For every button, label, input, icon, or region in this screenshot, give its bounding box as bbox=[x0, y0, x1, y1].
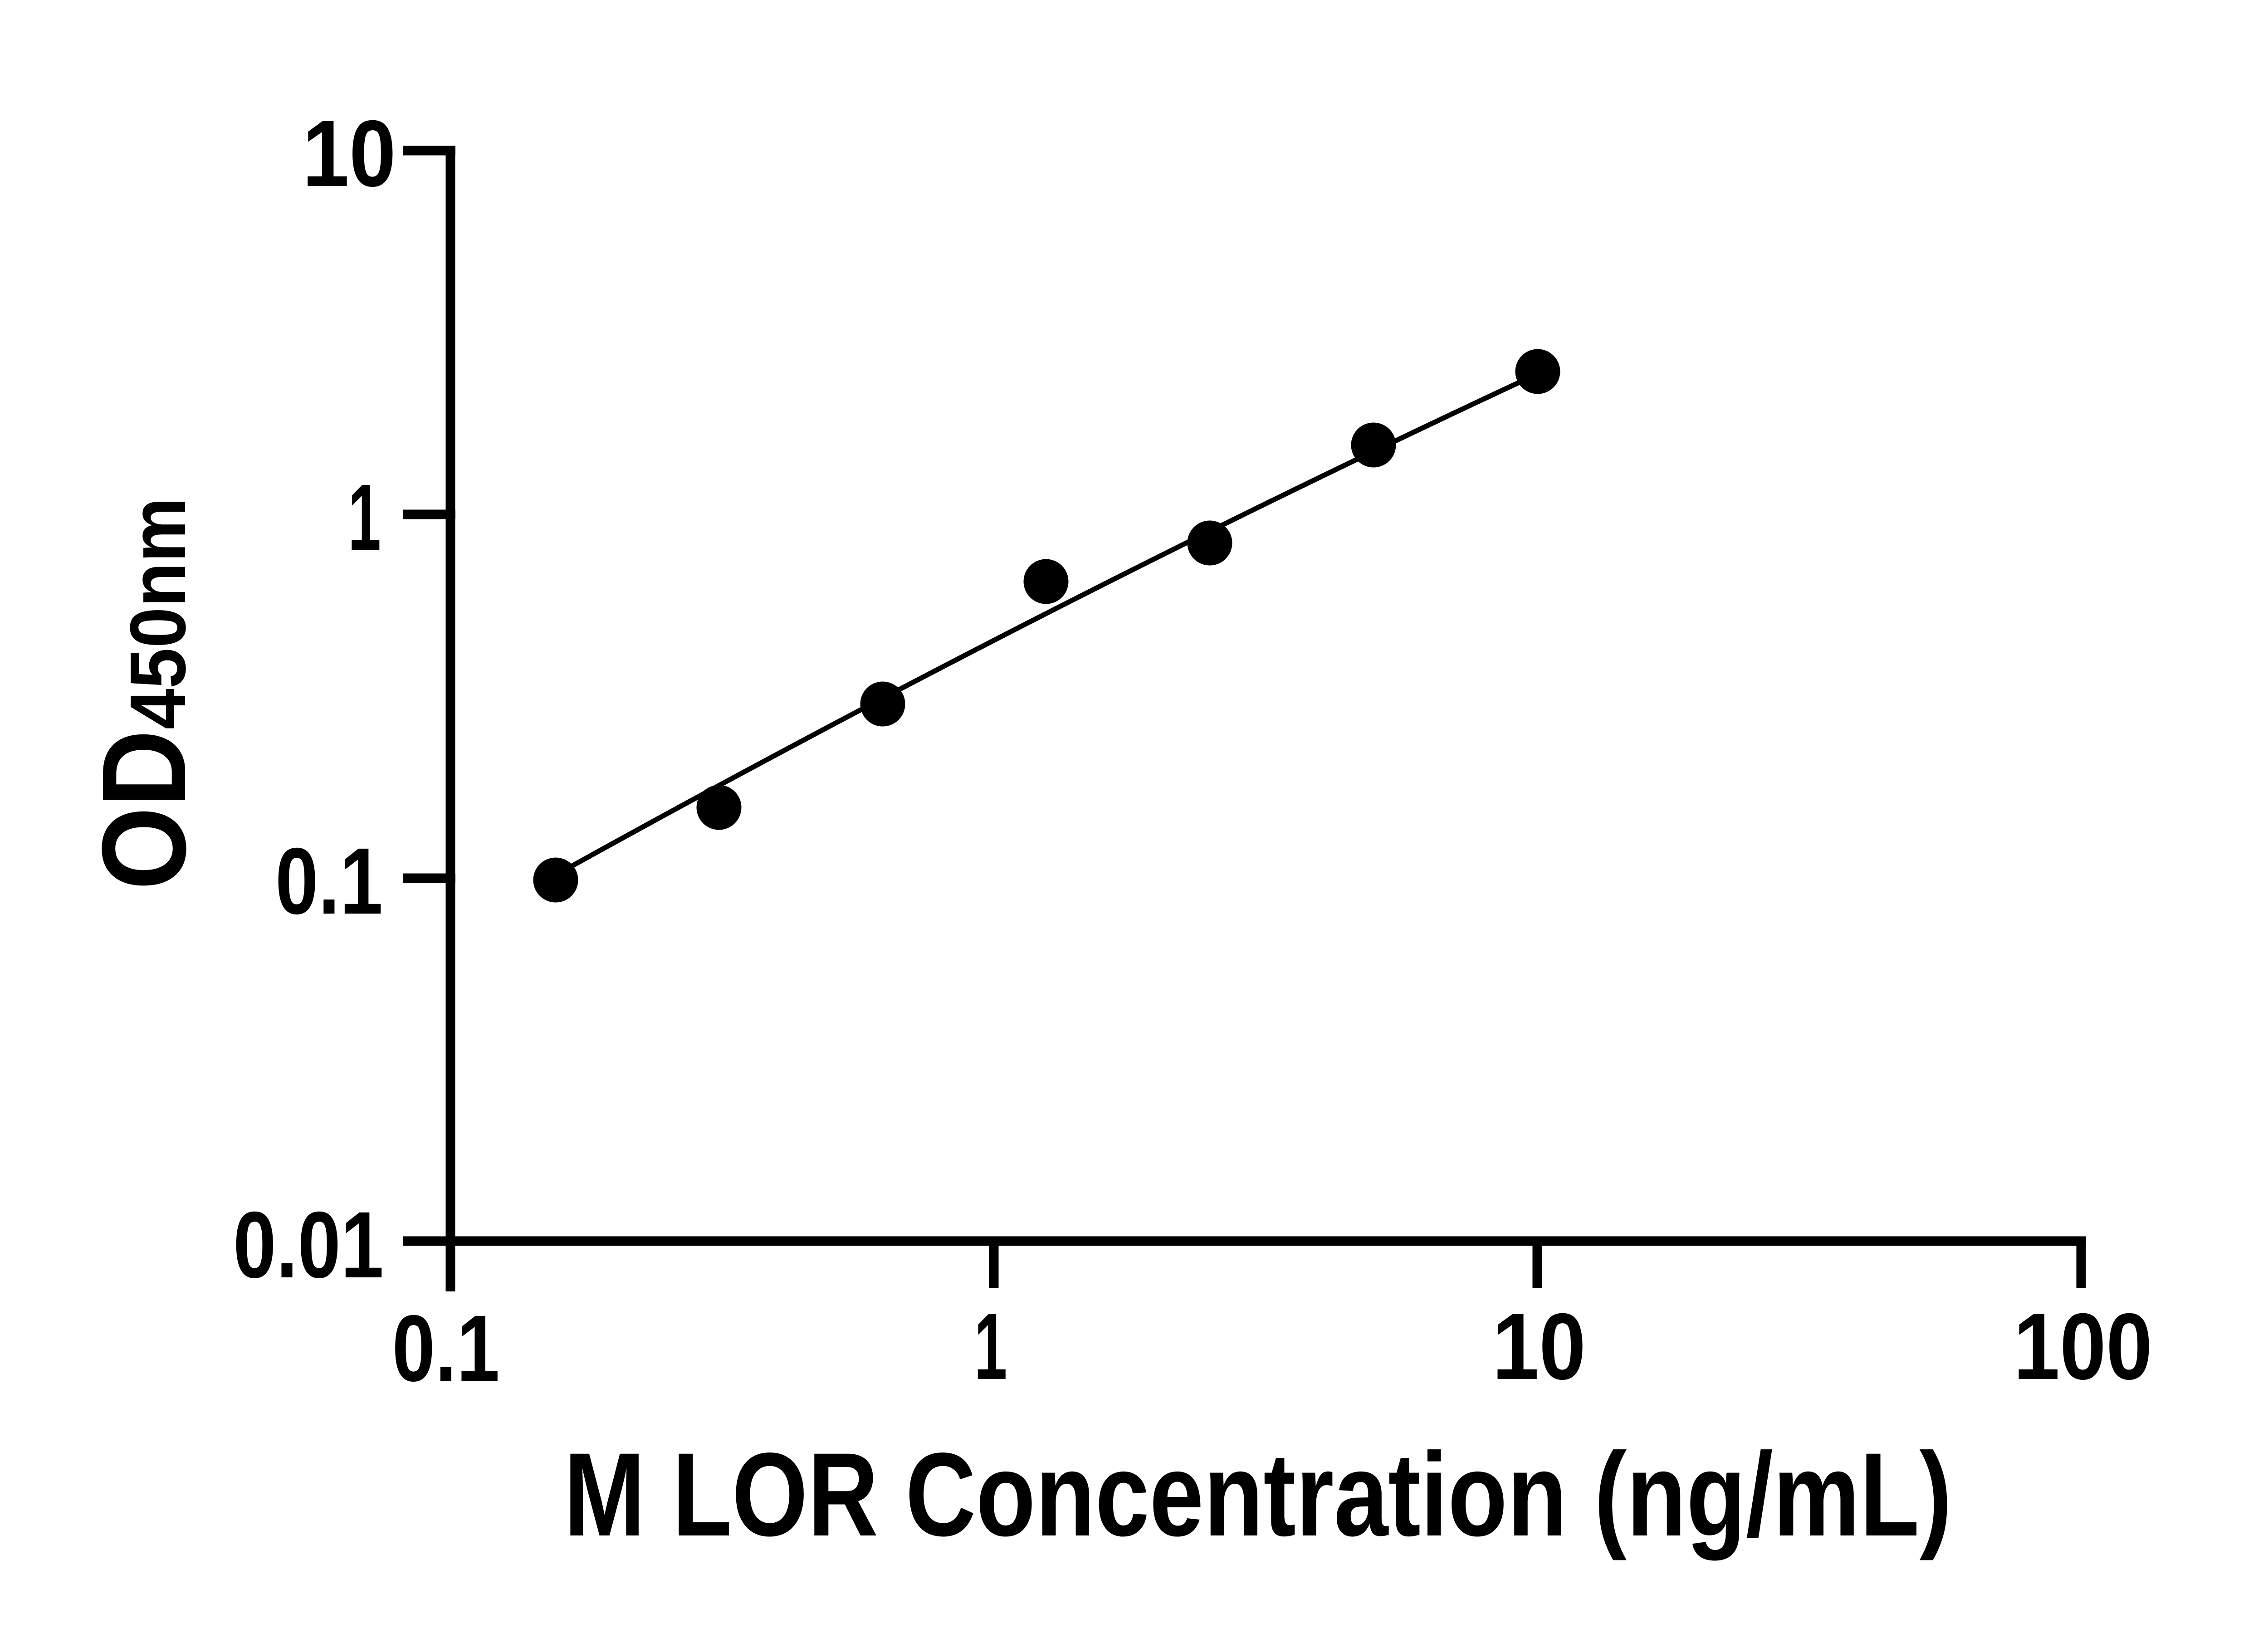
svg-text:450nm: 450nm bbox=[113, 497, 202, 729]
svg-text:10: 10 bbox=[303, 101, 396, 206]
svg-text:1: 1 bbox=[974, 1294, 1007, 1399]
svg-text:0.1: 0.1 bbox=[392, 1296, 499, 1401]
svg-text:0.01: 0.01 bbox=[233, 1193, 384, 1298]
svg-text:100: 100 bbox=[2014, 1293, 2152, 1399]
svg-text:10: 10 bbox=[1492, 1294, 1586, 1399]
svg-text:1: 1 bbox=[348, 464, 381, 570]
svg-text:OD: OD bbox=[77, 730, 210, 890]
svg-text:0.1: 0.1 bbox=[275, 829, 383, 934]
svg-text:M LOR Concentration (ng/mL): M LOR Concentration (ng/mL) bbox=[564, 1428, 1952, 1561]
